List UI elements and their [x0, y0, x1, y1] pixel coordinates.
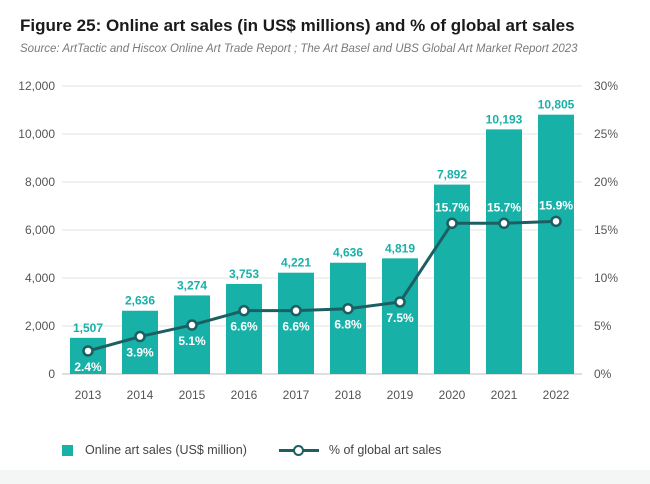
x-tick-label: 2016: [231, 388, 258, 402]
pct-point: [394, 296, 406, 308]
pct-point: [446, 217, 458, 230]
legend-bar-swatch: [62, 444, 73, 456]
pct-value-label: 6.8%: [334, 318, 362, 332]
bar-value-label: 3,753: [229, 267, 259, 281]
x-tick-label: 2017: [283, 388, 310, 402]
pct-point: [342, 302, 354, 315]
pct-point: [550, 215, 562, 228]
pct-value-label: 15.7%: [487, 200, 521, 214]
bar: [122, 310, 158, 374]
y-right-tick-label: 30%: [594, 79, 618, 93]
x-tick-label: 2021: [491, 388, 518, 402]
pct-value-label: 15.9%: [539, 198, 573, 212]
y-right-tick-label: 20%: [594, 175, 618, 189]
pct-point: [238, 304, 250, 317]
pct-value-label: 7.5%: [386, 311, 414, 325]
bar: [434, 184, 470, 374]
x-tick-label: 2018: [335, 388, 362, 402]
bar: [226, 283, 262, 374]
x-tick-label: 2019: [387, 388, 414, 402]
pct-point: [134, 330, 146, 343]
pct-value-label: 5.1%: [178, 334, 206, 348]
bar-value-label: 10,193: [486, 112, 523, 126]
chart-title: Figure 25: Online art sales (in US$ mill…: [20, 16, 575, 35]
pct-point: [290, 304, 302, 317]
y-left-tick-label: 6,000: [25, 223, 55, 237]
y-right-tick-label: 15%: [594, 223, 618, 237]
x-tick-label: 2014: [127, 388, 154, 402]
bar-value-label: 1,507: [73, 321, 103, 335]
legend-bar-label: Online art sales (US$ million): [85, 443, 247, 457]
pct-value-label: 3.9%: [126, 346, 154, 360]
y-left-tick-label: 0: [48, 367, 55, 381]
y-left-tick-label: 12,000: [18, 79, 55, 93]
chart-source: Source: ArtTactic and Hiscox Online Art …: [20, 43, 578, 55]
bar: [330, 262, 366, 374]
pct-point: [82, 345, 94, 357]
bar-value-label: 4,819: [385, 241, 415, 255]
legend: Online art sales (US$ million) % of glob…: [62, 443, 441, 457]
x-tick-label: 2022: [543, 388, 570, 402]
y-left-tick-label: 10,000: [18, 127, 55, 141]
x-tick-label: 2015: [179, 388, 206, 402]
bar-value-label: 7,892: [437, 168, 467, 182]
bar: [382, 258, 418, 374]
bar-value-label: 4,636: [333, 246, 363, 260]
y-left-tick-label: 2,000: [25, 319, 55, 333]
y-left-tick-label: 4,000: [25, 271, 55, 285]
y-right-tick-label: 10%: [594, 271, 618, 285]
pct-value-label: 6.6%: [282, 320, 310, 334]
bar-value-label: 2,636: [125, 294, 155, 308]
bar-value-label: 10,805: [538, 98, 575, 112]
pct-value-label: 2.4%: [74, 360, 102, 374]
bar: [278, 272, 314, 374]
pct-value-label: 15.7%: [435, 200, 469, 214]
bar: [486, 129, 522, 374]
pct-value-label: 6.6%: [230, 320, 258, 334]
y-right-tick-label: 25%: [594, 127, 618, 141]
y-left-tick-label: 8,000: [25, 175, 55, 189]
y-right-tick-label: 0%: [594, 367, 612, 381]
y-right-tick-label: 5%: [594, 319, 612, 333]
bar: [538, 114, 574, 375]
x-tick-label: 2020: [439, 388, 466, 402]
pct-point: [186, 319, 198, 331]
bar-value-label: 3,274: [177, 278, 207, 292]
legend-line-swatch: [278, 443, 319, 457]
bar-value-label: 4,221: [281, 256, 311, 270]
x-tick-label: 2013: [75, 388, 102, 402]
legend-line-label: % of global art sales: [328, 443, 442, 457]
footer-band: [0, 470, 650, 484]
bar: [174, 295, 210, 374]
pct-point: [498, 217, 510, 230]
pct-line: [87, 219, 557, 353]
